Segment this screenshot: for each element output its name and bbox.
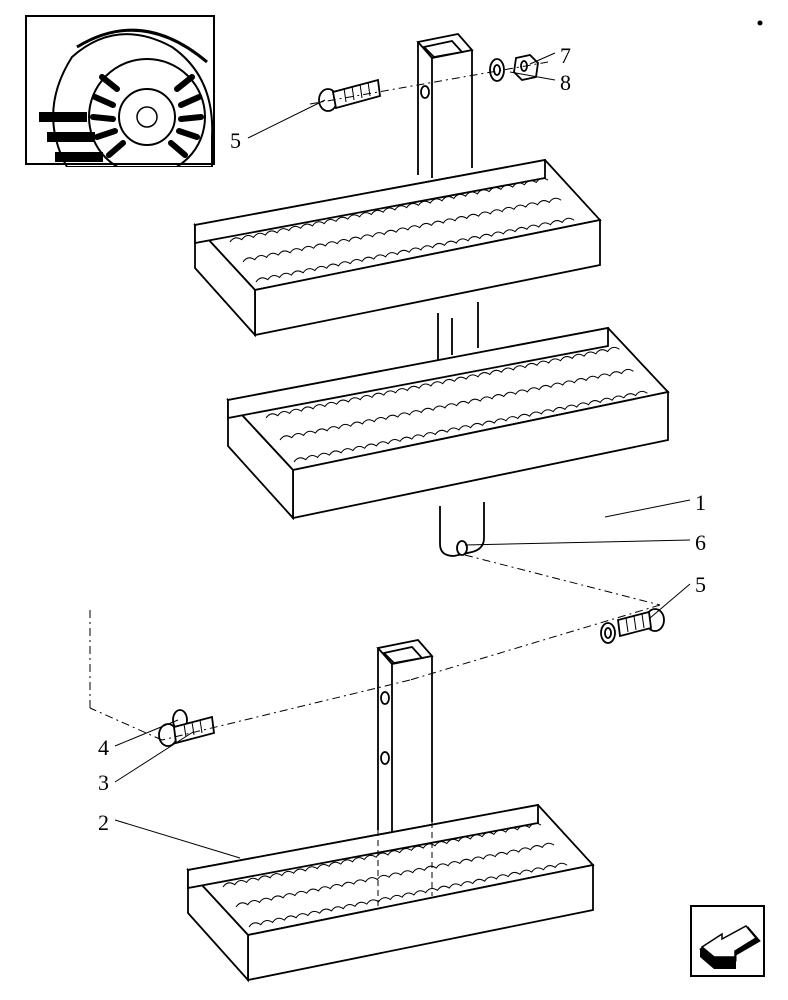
bolt-lower-left (159, 710, 214, 746)
callout-7: 7 (560, 43, 571, 69)
callout-2: 2 (98, 810, 109, 836)
axis-line-upper (310, 62, 548, 104)
washer-nut-upper (490, 55, 538, 81)
upper-post (418, 34, 472, 178)
callout-4: 4 (98, 735, 109, 761)
arrow-icon-frame (690, 905, 765, 977)
step-middle (228, 328, 668, 518)
callout-1: 1 (695, 490, 706, 516)
lower-post (378, 640, 432, 840)
arrow-3d-icon (692, 907, 767, 979)
callout-5-upper: 5 (230, 128, 241, 154)
callout-8: 8 (560, 70, 571, 96)
bottom-bracket (440, 502, 484, 556)
upper-post-mid (438, 302, 478, 360)
callout-6: 6 (695, 530, 706, 556)
callout-5-lower: 5 (695, 572, 706, 598)
corner-dot (758, 21, 763, 26)
main-diagram (0, 0, 788, 1000)
callout-3: 3 (98, 770, 109, 796)
bolt-upper-left (319, 80, 380, 111)
step-top (195, 160, 600, 335)
step-bottom (188, 805, 593, 980)
